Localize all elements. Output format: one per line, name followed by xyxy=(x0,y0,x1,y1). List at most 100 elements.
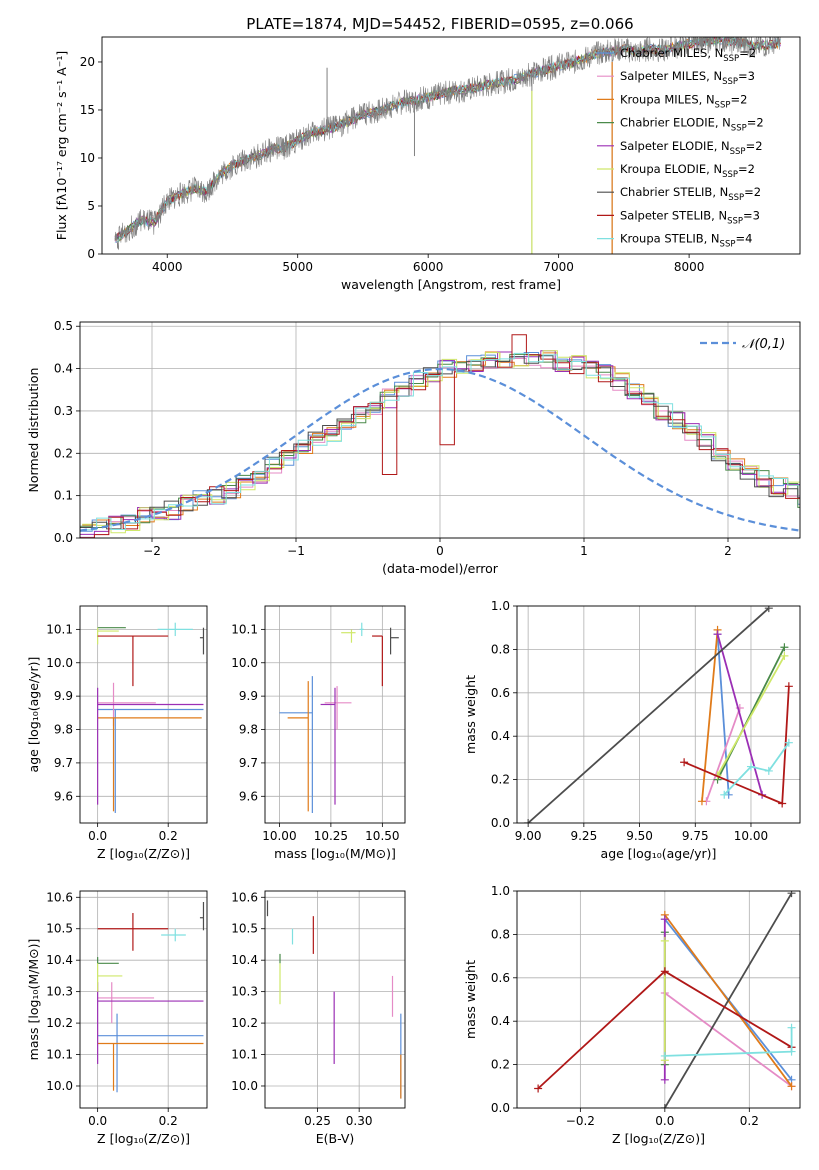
weight-line xyxy=(723,742,790,796)
x-axis-label: wavelength [Angstrom, rest frame] xyxy=(341,277,561,292)
x-tick-label: 0.30 xyxy=(346,1114,373,1128)
weight-marker xyxy=(660,1051,669,1060)
weight-marker xyxy=(787,891,796,898)
legend-nssp: =2 xyxy=(739,46,756,60)
legend-entry: Salpeter MILES, NSSP=3 xyxy=(597,69,755,87)
legend-subscript: SSP xyxy=(720,240,736,250)
plot-area xyxy=(80,891,207,1108)
y-tick-label: 9.7 xyxy=(239,756,258,770)
legend-nssp: =3 xyxy=(738,69,755,83)
errorbar-point xyxy=(389,627,399,655)
x-tick-label: 9.50 xyxy=(626,829,653,843)
weight-line xyxy=(664,992,793,1088)
data-spectrum xyxy=(114,37,781,251)
y-tick-label: 0.3 xyxy=(54,404,73,418)
weight-marker xyxy=(784,738,793,747)
x-tick-label: 9.00 xyxy=(515,829,542,843)
y-tick-label: 10 xyxy=(80,151,95,165)
figure-title: PLATE=1874, MJD=54452, FIBERID=0595, z=0… xyxy=(246,15,633,33)
errorbar-point xyxy=(359,622,364,637)
weight-marker xyxy=(660,967,669,976)
panel-spectrum: 4000 5000 6000 7000 8000 0 5 10 15 20 wavelength [… xyxy=(54,36,801,292)
x-axis-label: E(B-V) xyxy=(316,1131,355,1146)
legend-subscript: SSP xyxy=(730,147,746,157)
x-tick-label: 7000 xyxy=(543,260,574,274)
y-tick-label: 0.0 xyxy=(491,816,510,830)
errorbar-point xyxy=(372,635,383,687)
errorbar-point xyxy=(97,982,155,1024)
plot-frame xyxy=(264,605,406,824)
errorbar-point xyxy=(97,982,204,1064)
x-tick-label: 0.0 xyxy=(655,1114,674,1128)
errorbar-point xyxy=(341,629,356,643)
errorbar-point xyxy=(97,913,169,951)
errorbar-point xyxy=(97,687,204,805)
y-tick-label: 0.1 xyxy=(54,489,73,503)
weight-marker xyxy=(764,766,773,775)
x-axis-label: Z [log₁₀(Z/Z⊙)] xyxy=(97,846,190,861)
weight-marker xyxy=(697,797,706,806)
plot-frame xyxy=(79,321,801,539)
y-tick-label: 10.1 xyxy=(231,622,258,636)
weight-marker xyxy=(720,790,729,799)
legend-label: Chabrier STELIB, NSSP=2 xyxy=(620,185,761,203)
y-tick-label: 15 xyxy=(80,103,95,117)
legend-subscript: SSP xyxy=(731,124,747,134)
legend-entry: Kroupa STELIB, NSSP=4 xyxy=(597,232,752,250)
legend-label: Salpeter ELODIE, NSSP=2 xyxy=(620,139,763,157)
errorbar-point xyxy=(324,686,352,730)
x-tick-label: 10.00 xyxy=(262,829,296,843)
errorbar-point xyxy=(97,1042,204,1091)
weight-marker xyxy=(713,630,722,639)
y-tick-label: 9.8 xyxy=(54,723,73,737)
x-tick-label: 0.2 xyxy=(159,829,178,843)
errorbar-point xyxy=(157,622,193,637)
y-tick-label: 0.0 xyxy=(491,1101,510,1115)
errorbar-point xyxy=(97,957,119,964)
plot-content xyxy=(279,622,399,813)
errorbar-point xyxy=(97,717,202,812)
legend-entry: Chabrier STELIB, NSSP=2 xyxy=(597,185,761,203)
errorbar-point xyxy=(97,635,169,687)
weight-marker xyxy=(778,799,787,808)
legend-nssp: =2 xyxy=(738,162,755,176)
legend-subscript: SSP xyxy=(722,170,738,180)
weight-line xyxy=(705,707,741,802)
y-tick-label: 9.7 xyxy=(54,756,73,770)
y-tick-label: 10.0 xyxy=(46,656,73,670)
panel-mass_vs_ebv: 0.25 0.30 10.0 10.1 10.2 10.3 10.4 10.5 10.6 E(B-… xyxy=(231,890,406,1146)
y-tick-label: 10.5 xyxy=(46,922,73,936)
x-tick-label: −2 xyxy=(143,544,161,558)
y-tick-label: 10.1 xyxy=(231,1048,258,1062)
panel-mass_vs_Z: 0.0 0.2 10.0 10.1 10.2 10.3 10.4 10.5 10.6 Z [log… xyxy=(26,890,208,1146)
y-tick-label: 0.2 xyxy=(491,773,510,787)
weight-line xyxy=(701,629,719,802)
plot-frame xyxy=(79,605,208,824)
weight-marker xyxy=(660,915,669,924)
weight-marker xyxy=(660,1075,669,1084)
weight-marker xyxy=(660,1104,669,1108)
y-tick-label: 10.3 xyxy=(46,985,73,999)
weight-line xyxy=(716,634,730,795)
y-tick-label: 10.1 xyxy=(46,1048,73,1062)
legend-label: Chabrier MILES, NSSP=2 xyxy=(620,46,756,64)
panel-weight_vs_age: 9.00 9.25 9.50 9.75 10.00 0.0 0.2 0.4 0.6 0.8 1.0 a… xyxy=(463,599,801,861)
legend-subscript: SSP xyxy=(723,54,739,64)
y-tick-label: 10.1 xyxy=(46,622,73,636)
weight-marker xyxy=(784,682,793,691)
legend-subscript: SSP xyxy=(715,100,731,110)
legend-entry: Chabrier MILES, NSSP=2 xyxy=(597,46,756,64)
x-tick-label: 5000 xyxy=(282,260,313,274)
weight-marker xyxy=(524,819,533,823)
errorbar-point xyxy=(161,928,186,942)
weight-marker xyxy=(534,1084,543,1093)
weight-marker xyxy=(787,1047,796,1056)
legend-nssp: =2 xyxy=(746,139,763,153)
gaussian-curve xyxy=(80,367,800,532)
x-tick-label: 0.25 xyxy=(304,1114,331,1128)
plot-content xyxy=(97,622,205,813)
x-tick-label: 8000 xyxy=(674,260,705,274)
legend-label: Kroupa STELIB, NSSP=4 xyxy=(620,232,752,250)
x-tick-label: 0.0 xyxy=(88,1114,107,1128)
